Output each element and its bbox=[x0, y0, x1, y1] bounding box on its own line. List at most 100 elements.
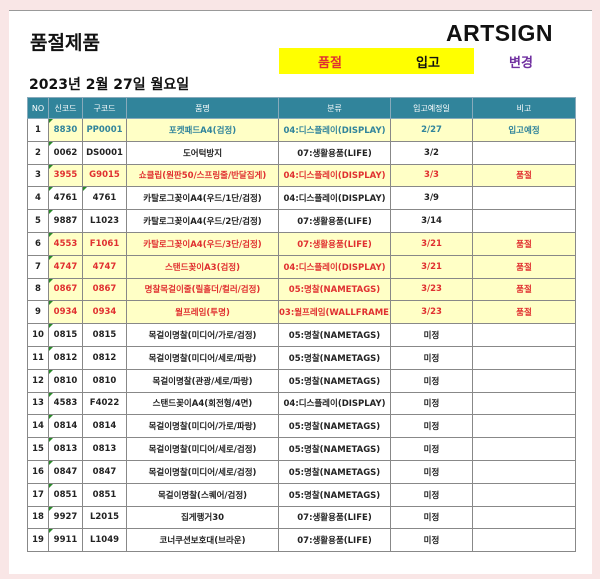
cell-product-name[interactable]: 스탠드꽂이A3(검정) bbox=[126, 254, 279, 279]
table-row[interactable]: 16 0847 0847 목걸이명찰(미디어/세로/검정) 05:명찰(NAMETAGS… bbox=[27, 459, 576, 484]
cell-row-no[interactable]: 12 bbox=[27, 368, 49, 393]
table-row[interactable]: 5 9887 L1023 카탈로그꽂이A4(우드/2단/검정) 07:생활용품(LIFE… bbox=[27, 209, 576, 233]
cell-restock-date[interactable]: 3/3 bbox=[390, 163, 473, 188]
cell-note[interactable] bbox=[472, 186, 576, 211]
cell-category[interactable]: 05:명찰(NAMETAGS) bbox=[278, 277, 391, 302]
cell-note[interactable]: 품절 bbox=[472, 254, 576, 279]
cell-restock-date[interactable]: 미정 bbox=[390, 323, 473, 347]
cell-product-name[interactable]: 명찰목걸이줄(릴홀더/컬러/검정) bbox=[126, 277, 279, 302]
cell-restock-date[interactable]: 미정 bbox=[390, 391, 473, 416]
cell-row-no[interactable]: 3 bbox=[27, 163, 49, 188]
cell-new-code[interactable]: 4761 bbox=[48, 186, 83, 211]
cell-row-no[interactable]: 16 bbox=[27, 459, 49, 484]
cell-product-name[interactable]: 목걸이명찰(미디어/가로/검정) bbox=[126, 323, 279, 347]
table-row[interactable]: 1 8830 PP0001 포켓패드A4(검정) 04:디스플레이(DISPLAY) 2/… bbox=[27, 118, 576, 142]
cell-category[interactable]: 04:디스플레이(DISPLAY) bbox=[278, 391, 391, 416]
cell-category[interactable]: 05:명찰(NAMETAGS) bbox=[278, 482, 391, 507]
cell-row-no[interactable]: 2 bbox=[27, 140, 49, 165]
cell-product-name[interactable]: 포켓패드A4(검정) bbox=[126, 118, 279, 142]
cell-note[interactable] bbox=[472, 528, 576, 553]
cell-product-name[interactable]: 목걸이명찰(미디어/세로/검정) bbox=[126, 459, 279, 484]
cell-restock-date[interactable]: 3/9 bbox=[390, 186, 473, 211]
cell-old-code[interactable]: 4761 bbox=[82, 186, 127, 211]
cell-note[interactable] bbox=[472, 323, 576, 347]
cell-note[interactable] bbox=[472, 414, 576, 439]
table-row[interactable]: 9 0934 0934 월프레임(투명) 03:월프레임(WALLFRAME) 3/23 품… bbox=[27, 300, 576, 325]
cell-new-code[interactable]: 0851 bbox=[48, 482, 83, 507]
cell-new-code[interactable]: 0847 bbox=[48, 459, 83, 484]
cell-note[interactable] bbox=[472, 209, 576, 233]
cell-note[interactable]: 품절 bbox=[472, 300, 576, 325]
cell-new-code[interactable]: 0810 bbox=[48, 368, 83, 393]
cell-old-code[interactable]: 4747 bbox=[82, 254, 127, 279]
cell-note[interactable]: 품절 bbox=[472, 277, 576, 302]
cell-old-code[interactable]: PP0001 bbox=[82, 118, 127, 142]
cell-product-name[interactable]: 쇼클립(원판50/스프링줄/반달집게) bbox=[126, 163, 279, 188]
cell-category[interactable]: 05:명찰(NAMETAGS) bbox=[278, 323, 391, 347]
cell-product-name[interactable]: 목걸이명찰(미디어/세로/파랑) bbox=[126, 345, 279, 370]
cell-new-code[interactable]: 4553 bbox=[48, 231, 83, 256]
table-row[interactable]: 11 0812 0812 목걸이명찰(미디어/세로/파랑) 05:명찰(NAMETAGS… bbox=[27, 345, 576, 370]
table-row[interactable]: 8 0867 0867 명찰목걸이줄(릴홀더/컬러/검정) 05:명찰(NAMETAGS… bbox=[27, 277, 576, 302]
table-row[interactable]: 4 4761 4761 카탈로그꽂이A4(우드/1단/검정) 04:디스플레이(DISP… bbox=[27, 186, 576, 211]
cell-note[interactable] bbox=[472, 437, 576, 461]
cell-restock-date[interactable]: 미정 bbox=[390, 437, 473, 461]
cell-old-code[interactable]: 0867 bbox=[82, 277, 127, 302]
table-row[interactable]: 12 0810 0810 목걸이명찰(관광/세로/파랑) 05:명찰(NAMETAGS)… bbox=[27, 368, 576, 393]
cell-category[interactable]: 07:생활용품(LIFE) bbox=[278, 140, 391, 165]
cell-product-name[interactable]: 월프레임(투명) bbox=[126, 300, 279, 325]
cell-category[interactable]: 04:디스플레이(DISPLAY) bbox=[278, 118, 391, 142]
cell-old-code[interactable]: 0813 bbox=[82, 437, 127, 461]
cell-restock-date[interactable]: 미정 bbox=[390, 368, 473, 393]
cell-restock-date[interactable]: 미정 bbox=[390, 528, 473, 553]
cell-new-code[interactable]: 4747 bbox=[48, 254, 83, 279]
table-row[interactable]: 7 4747 4747 스탠드꽂이A3(검정) 04:디스플레이(DISPLAY) 3/2… bbox=[27, 254, 576, 279]
cell-old-code[interactable]: L1049 bbox=[82, 528, 127, 553]
cell-old-code[interactable]: F1061 bbox=[82, 231, 127, 256]
cell-old-code[interactable]: 0851 bbox=[82, 482, 127, 507]
cell-category[interactable]: 07:생활용품(LIFE) bbox=[278, 209, 391, 233]
table-row[interactable]: 15 0813 0813 목걸이명찰(미디어/세로/검정) 05:명찰(NAMETAGS… bbox=[27, 437, 576, 461]
cell-old-code[interactable]: L1023 bbox=[82, 209, 127, 233]
cell-row-no[interactable]: 6 bbox=[27, 231, 49, 256]
cell-note[interactable] bbox=[472, 459, 576, 484]
cell-row-no[interactable]: 1 bbox=[27, 118, 49, 142]
cell-category[interactable]: 05:명찰(NAMETAGS) bbox=[278, 437, 391, 461]
cell-old-code[interactable]: 0812 bbox=[82, 345, 127, 370]
table-row[interactable]: 6 4553 F1061 카탈로그꽂이A4(우드/3단/검정) 07:생활용품(LIFE… bbox=[27, 231, 576, 256]
cell-restock-date[interactable]: 미정 bbox=[390, 505, 473, 530]
cell-product-name[interactable]: 목걸이명찰(미디어/세로/검정) bbox=[126, 437, 279, 461]
cell-product-name[interactable]: 목걸이명찰(미디어/가로/파랑) bbox=[126, 414, 279, 439]
cell-new-code[interactable]: 4583 bbox=[48, 391, 83, 416]
cell-product-name[interactable]: 도어턱방지 bbox=[126, 140, 279, 165]
cell-new-code[interactable]: 9911 bbox=[48, 528, 83, 553]
cell-new-code[interactable]: 9927 bbox=[48, 505, 83, 530]
cell-restock-date[interactable]: 3/2 bbox=[390, 140, 473, 165]
cell-new-code[interactable]: 0867 bbox=[48, 277, 83, 302]
cell-restock-date[interactable]: 2/27 bbox=[390, 118, 473, 142]
table-row[interactable]: 17 0851 0851 목걸이명찰(스퀘어/검정) 05:명찰(NAMETAGS) 미정 bbox=[27, 482, 576, 507]
cell-note[interactable] bbox=[472, 391, 576, 416]
cell-note[interactable]: 품절 bbox=[472, 231, 576, 256]
table-row[interactable]: 14 0814 0814 목걸이명찰(미디어/가로/파랑) 05:명찰(NAMETAGS… bbox=[27, 414, 576, 439]
cell-new-code[interactable]: 8830 bbox=[48, 118, 83, 142]
cell-product-name[interactable]: 코너쿠션보호대(브라운) bbox=[126, 528, 279, 553]
cell-old-code[interactable]: 0815 bbox=[82, 323, 127, 347]
cell-row-no[interactable]: 11 bbox=[27, 345, 49, 370]
cell-restock-date[interactable]: 3/14 bbox=[390, 209, 473, 233]
cell-category[interactable]: 05:명찰(NAMETAGS) bbox=[278, 368, 391, 393]
cell-category[interactable]: 05:명찰(NAMETAGS) bbox=[278, 459, 391, 484]
cell-restock-date[interactable]: 미정 bbox=[390, 345, 473, 370]
cell-restock-date[interactable]: 3/23 bbox=[390, 300, 473, 325]
cell-new-code[interactable]: 0813 bbox=[48, 437, 83, 461]
cell-old-code[interactable]: 0934 bbox=[82, 300, 127, 325]
cell-category[interactable]: 04:디스플레이(DISPLAY) bbox=[278, 163, 391, 188]
cell-row-no[interactable]: 13 bbox=[27, 391, 49, 416]
cell-category[interactable]: 07:생활용품(LIFE) bbox=[278, 505, 391, 530]
cell-category[interactable]: 05:명찰(NAMETAGS) bbox=[278, 414, 391, 439]
cell-row-no[interactable]: 5 bbox=[27, 209, 49, 233]
cell-old-code[interactable]: G9015 bbox=[82, 163, 127, 188]
cell-row-no[interactable]: 18 bbox=[27, 505, 49, 530]
cell-note[interactable] bbox=[472, 140, 576, 165]
table-row[interactable]: 3 3955 G9015 쇼클립(원판50/스프링줄/반달집게) 04:디스플레이(DI… bbox=[27, 163, 576, 188]
